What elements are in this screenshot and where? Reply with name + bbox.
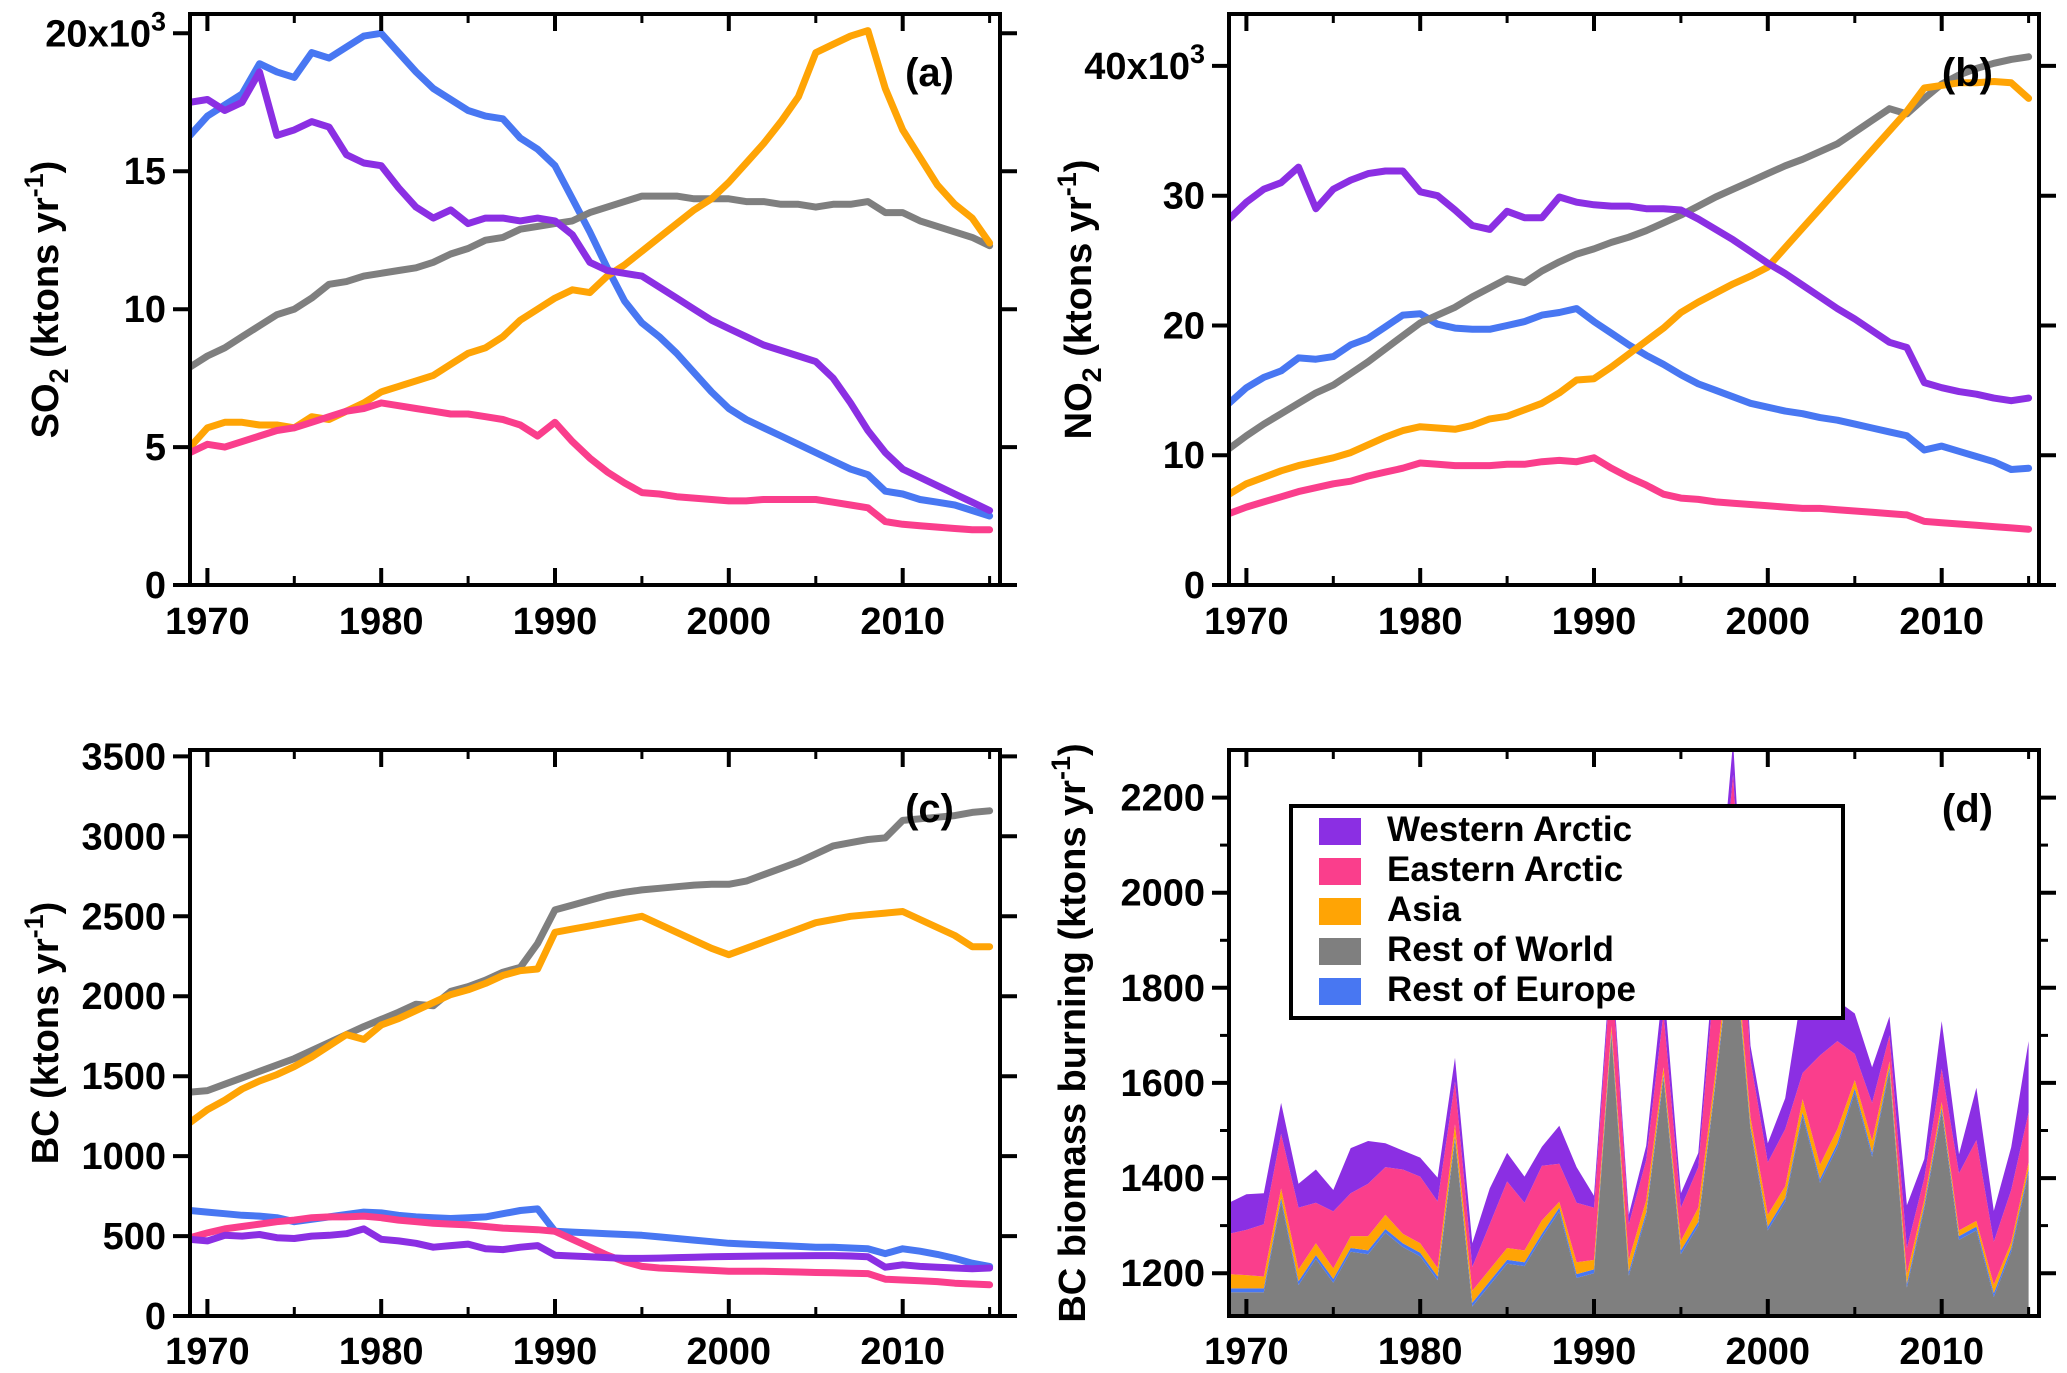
y-tick-label: 1000 xyxy=(81,1136,166,1178)
series-eastern_arctic-line xyxy=(1229,454,2033,533)
legend-swatch-rest_of_europe xyxy=(1319,978,1361,1005)
x-tick-label: 1990 xyxy=(513,1331,598,1373)
panel-a-chart: 1970 1980 1990 2000 2010 0 5 10 15 20x103 SO2 (kto… xyxy=(19,6,1017,643)
series-rest_of_world-line xyxy=(1229,53,2033,453)
panel-b: 1970 1980 1990 2000 2010 0 10 20 30 40x103 NO2 (kt… xyxy=(1033,0,2067,686)
y-tick-label: 2200 xyxy=(1120,778,1205,820)
y-tick-label: 40x103 xyxy=(1084,39,1205,88)
x-tick-label: 1970 xyxy=(165,601,250,643)
y-tick-label: 0 xyxy=(145,1296,166,1338)
x-tick-label: 1980 xyxy=(339,1331,424,1373)
series-western_arctic-line xyxy=(190,1225,994,1273)
y-tick-label: 1600 xyxy=(1120,1063,1205,1105)
y-tick-label: 2000 xyxy=(81,976,166,1018)
series-eastern_arctic-line xyxy=(190,399,994,534)
legend-swatch-asia xyxy=(1319,898,1361,925)
axes-d: 1970 1980 1990 2000 2010 1200 1400 1600 1800 2000… xyxy=(1120,748,2056,1373)
panel-b-chart: 1970 1980 1990 2000 2010 0 10 20 30 40x103 NO2 (kt… xyxy=(1052,12,2056,643)
y-axis-title-a: SO2 (ktons yr-1) xyxy=(19,161,74,439)
axes-c: 1970 1980 1990 2000 2010 0 500 1000 1500 2000 2500… xyxy=(81,736,1017,1373)
panel-label-a: (a) xyxy=(905,51,954,95)
y-tick-label: 1500 xyxy=(81,1056,166,1098)
x-tick-label: 1970 xyxy=(1204,1331,1289,1373)
x-tick-label: 2010 xyxy=(1899,601,1984,643)
stack-layer-rest_of_world xyxy=(1229,933,2029,1316)
legend-box xyxy=(1289,804,1845,1020)
y-axis-title-c: BC (ktons yr-1) xyxy=(19,902,67,1165)
x-tick-label: 2010 xyxy=(860,601,945,643)
series-rest_of_world-line xyxy=(190,807,994,1096)
series-rest_of_europe-line xyxy=(1229,305,2033,473)
y-axis-title-d: BC biomass burning (ktons yr-1) xyxy=(1046,743,1094,1322)
y-tick-label: 10 xyxy=(1163,435,1205,477)
y-tick-label: 5 xyxy=(145,427,166,469)
plot-area-d xyxy=(1229,750,2029,1316)
y-tick-label: 20 xyxy=(1163,306,1205,348)
panel-c-chart: 1970 1980 1990 2000 2010 0 500 1000 1500 2000 2500… xyxy=(19,736,1017,1373)
legend-label-eastern_arctic: Eastern Arctic xyxy=(1387,850,1623,889)
panel-c: 1970 1980 1990 2000 2010 0 500 1000 1500 2000 2500… xyxy=(0,686,1033,1373)
series-western_arctic-line xyxy=(1229,163,2033,405)
y-tick-label: 500 xyxy=(103,1216,166,1258)
y-tick-label: 30 xyxy=(1163,176,1205,218)
panel-label-d: (d) xyxy=(1942,787,1993,831)
plot-area-c xyxy=(190,807,994,1289)
stack-layer-rest_of_europe xyxy=(1229,929,2029,1307)
panel-d-chart: 1970 1980 1990 2000 2010 1200 1400 1600 1800 2000… xyxy=(1046,743,2056,1373)
x-tick-label: 2000 xyxy=(1726,601,1811,643)
x-tick-label: 1980 xyxy=(1378,1331,1463,1373)
panel-a: 1970 1980 1990 2000 2010 0 5 10 15 20x103 SO2 (kto… xyxy=(0,0,1033,686)
panel-d: 1970 1980 1990 2000 2010 1200 1400 1600 1800 2000… xyxy=(1033,686,2067,1373)
x-tick-label: 1980 xyxy=(1378,601,1463,643)
x-tick-label: 2000 xyxy=(687,601,772,643)
stack-layer-eastern_arctic xyxy=(1229,774,2029,1291)
y-tick-label: 0 xyxy=(1184,565,1205,607)
y-tick-label: 10 xyxy=(124,289,166,331)
x-tick-label: 2010 xyxy=(860,1331,945,1373)
legend-swatch-eastern_arctic xyxy=(1319,858,1361,885)
y-tick-label: 2000 xyxy=(1120,873,1205,915)
x-tick-label: 2010 xyxy=(1899,1331,1984,1373)
x-tick-label: 1970 xyxy=(1204,601,1289,643)
legend-swatch-western_arctic xyxy=(1319,818,1361,845)
series-asia-line xyxy=(1229,78,2033,498)
y-tick-label: 2500 xyxy=(81,896,166,938)
legend-label-western_arctic: Western Arctic xyxy=(1387,810,1632,849)
series-rest_of_world-line xyxy=(190,192,994,371)
y-tick-label: 15 xyxy=(124,151,166,193)
plot-area-b xyxy=(1229,53,2033,533)
x-tick-label: 1990 xyxy=(1552,601,1637,643)
x-tick-label: 1990 xyxy=(513,601,598,643)
stack-layer-asia xyxy=(1229,917,2029,1303)
legend-label-asia: Asia xyxy=(1387,890,1461,929)
plot-area-a xyxy=(190,27,994,534)
y-tick-label: 3500 xyxy=(81,736,166,778)
x-tick-label: 1980 xyxy=(339,601,424,643)
panel-label-c: (c) xyxy=(905,787,954,831)
series-eastern_arctic-line xyxy=(190,1212,994,1289)
y-tick-label: 0 xyxy=(145,565,166,607)
y-tick-label: 20x103 xyxy=(45,6,166,55)
axes-a: 1970 1980 1990 2000 2010 0 5 10 15 20x103 xyxy=(45,6,1017,643)
x-tick-label: 2000 xyxy=(1726,1331,1811,1373)
series-western_arctic-line xyxy=(190,68,994,514)
y-tick-label: 1400 xyxy=(1120,1158,1205,1200)
x-tick-label: 1990 xyxy=(1552,1331,1637,1373)
panel-label-b: (b) xyxy=(1942,51,1993,95)
series-asia-line xyxy=(190,908,994,1126)
series-rest_of_europe-line xyxy=(190,29,994,520)
y-tick-label: 1800 xyxy=(1120,968,1205,1010)
legend-label-rest_of_europe: Rest of Europe xyxy=(1387,970,1636,1009)
x-tick-label: 1970 xyxy=(165,1331,250,1373)
y-tick-label: 1200 xyxy=(1120,1253,1205,1295)
y-axis-title-b: NO2 (ktons yr-1) xyxy=(1052,160,1107,440)
y-tick-label: 3000 xyxy=(81,816,166,858)
x-tick-label: 2000 xyxy=(687,1331,772,1373)
axes-b: 1970 1980 1990 2000 2010 0 10 20 30 40x103 xyxy=(1084,12,2056,643)
legend-swatch-rest_of_world xyxy=(1319,938,1361,965)
legend-label-rest_of_world: Rest of World xyxy=(1387,930,1614,969)
